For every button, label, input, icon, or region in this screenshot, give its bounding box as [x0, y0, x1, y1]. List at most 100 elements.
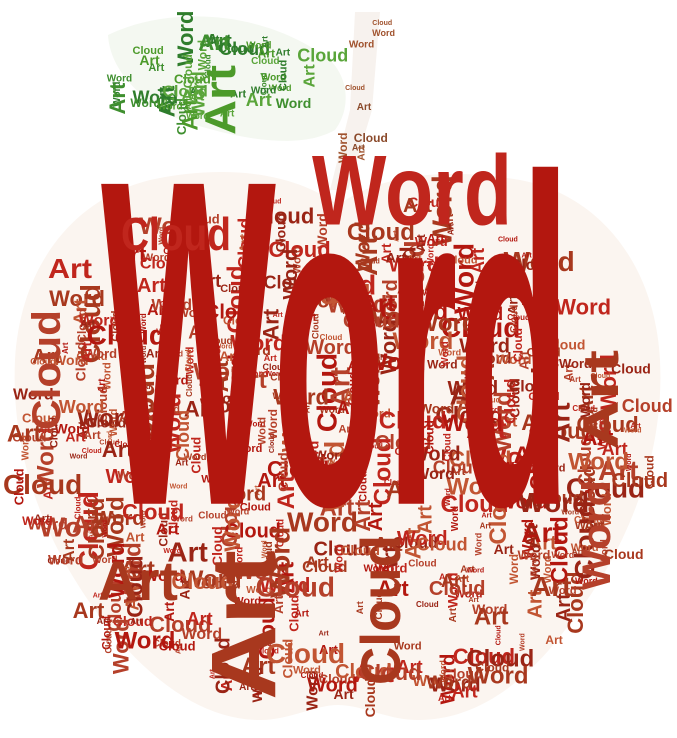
filler-word: Word — [39, 511, 110, 542]
filler-word: Word — [327, 459, 347, 468]
filler-word: Cloud — [422, 420, 436, 454]
filler-word: Cloud — [379, 408, 447, 435]
filler-word: Art — [122, 332, 129, 343]
filler-word: Word — [156, 327, 179, 337]
filler-word: Word — [589, 407, 599, 430]
filler-word: Cloud — [310, 314, 320, 340]
filler-word: Word — [142, 426, 162, 472]
filler-word: Cloud — [181, 54, 195, 88]
filler-word: Cloud — [311, 353, 342, 432]
filler-word: Art — [161, 601, 177, 622]
filler-word: Word — [102, 496, 129, 557]
filler-word: Art — [342, 388, 368, 408]
filler-word: Art — [155, 85, 180, 117]
filler-word: Art — [206, 31, 232, 51]
filler-word: Art — [545, 633, 562, 647]
filler-word: Cloud — [566, 473, 645, 504]
filler-word: Art — [582, 425, 614, 450]
filler-word: Cloud — [280, 639, 296, 679]
filler-word: Art — [391, 230, 400, 242]
filler-word: Art — [118, 409, 142, 426]
filler-word: Art — [353, 657, 393, 688]
filler-word: Art — [460, 565, 475, 576]
filler-word: Word — [159, 227, 166, 245]
filler-word: Cloud — [441, 491, 509, 518]
filler-word: Cloud — [478, 395, 501, 404]
filler-word: Art — [148, 62, 164, 74]
filler-word: Word — [624, 428, 642, 435]
filler-word: Art — [234, 461, 244, 474]
filler-word: Word — [527, 544, 543, 580]
filler-word: Cloud — [511, 328, 525, 362]
filler-word: Word — [571, 542, 599, 554]
filler-word: Cloud — [417, 534, 468, 554]
filler-word: Art — [474, 604, 509, 631]
filler-word: Word — [577, 382, 593, 418]
filler-word: Word — [438, 654, 460, 705]
filler-word: Art — [303, 401, 312, 413]
filler-word: Word — [13, 386, 54, 403]
filler-word: Cloud — [359, 660, 421, 685]
filler-word: Art — [34, 513, 50, 525]
filler-word: Art — [476, 465, 498, 494]
filler-word: Art — [105, 82, 130, 114]
filler-word: Word — [193, 359, 254, 386]
filler-word: Cloud — [12, 468, 27, 505]
filler-word: Word — [520, 519, 537, 560]
filler-word: Art — [83, 428, 100, 442]
filler-word: Word — [548, 338, 562, 368]
filler-word: Art — [61, 342, 70, 354]
filler-word: Word — [276, 95, 312, 111]
filler-word: Word — [575, 576, 598, 586]
filler-word: Art — [320, 494, 355, 521]
filler-word: Cloud — [297, 46, 348, 66]
filler-word: Cloud — [297, 270, 376, 301]
filler-word: Art — [602, 439, 628, 459]
filler-word: Cloud — [345, 85, 365, 92]
filler-word: Word — [107, 431, 114, 449]
filler-word: Art — [250, 682, 264, 699]
filler-word: Cloud — [510, 257, 555, 274]
filler-word: Art — [494, 414, 518, 431]
filler-word: Cloud — [312, 267, 338, 277]
filler-word: Art — [264, 353, 277, 363]
filler-word: Cloud — [82, 448, 102, 455]
filler-word: Word — [260, 575, 311, 597]
filler-word: Word — [542, 556, 554, 584]
filler-word: Word — [305, 337, 356, 359]
filler-word: Word — [204, 344, 224, 390]
hero-word-main: Word — [101, 83, 571, 602]
filler-word: Word — [293, 665, 321, 677]
filler-word: Word — [414, 466, 455, 483]
filler-word: Cloud — [204, 336, 232, 347]
filler-word: Cloud — [269, 433, 276, 453]
filler-word: Word — [194, 251, 204, 274]
filler-word: Art — [116, 291, 130, 308]
filler-word: Cloud — [113, 613, 153, 629]
filler-word: Cloud — [578, 465, 600, 522]
filler-word: Cloud — [574, 515, 602, 526]
filler-word: Cloud — [105, 581, 125, 632]
filler-word: Art — [246, 90, 272, 110]
filler-word: Art — [449, 466, 465, 478]
filler-word: Word — [163, 350, 183, 359]
filler-word: Art — [524, 589, 546, 618]
filler-word: Word — [502, 459, 535, 474]
filler-word: Art — [219, 667, 236, 691]
filler-word: Art — [213, 417, 224, 432]
filler-word: Art — [466, 413, 506, 444]
filler-word: Cloud — [223, 314, 257, 328]
filler-word: Cloud — [384, 478, 407, 487]
filler-word: Word — [102, 520, 109, 538]
filler-word: Art — [273, 312, 284, 319]
filler-word: Word — [285, 375, 301, 411]
filler-word: Art — [254, 485, 261, 496]
hero-art-left: Art — [48, 253, 92, 284]
filler-word: Cloud — [576, 412, 638, 437]
filler-word: Art — [65, 428, 86, 444]
filler-word: Word — [215, 483, 266, 505]
filler-word: Word — [243, 369, 268, 380]
filler-word: Cloud — [252, 203, 314, 228]
filler-word: Word — [156, 373, 189, 388]
filler-word: Word — [215, 344, 233, 351]
